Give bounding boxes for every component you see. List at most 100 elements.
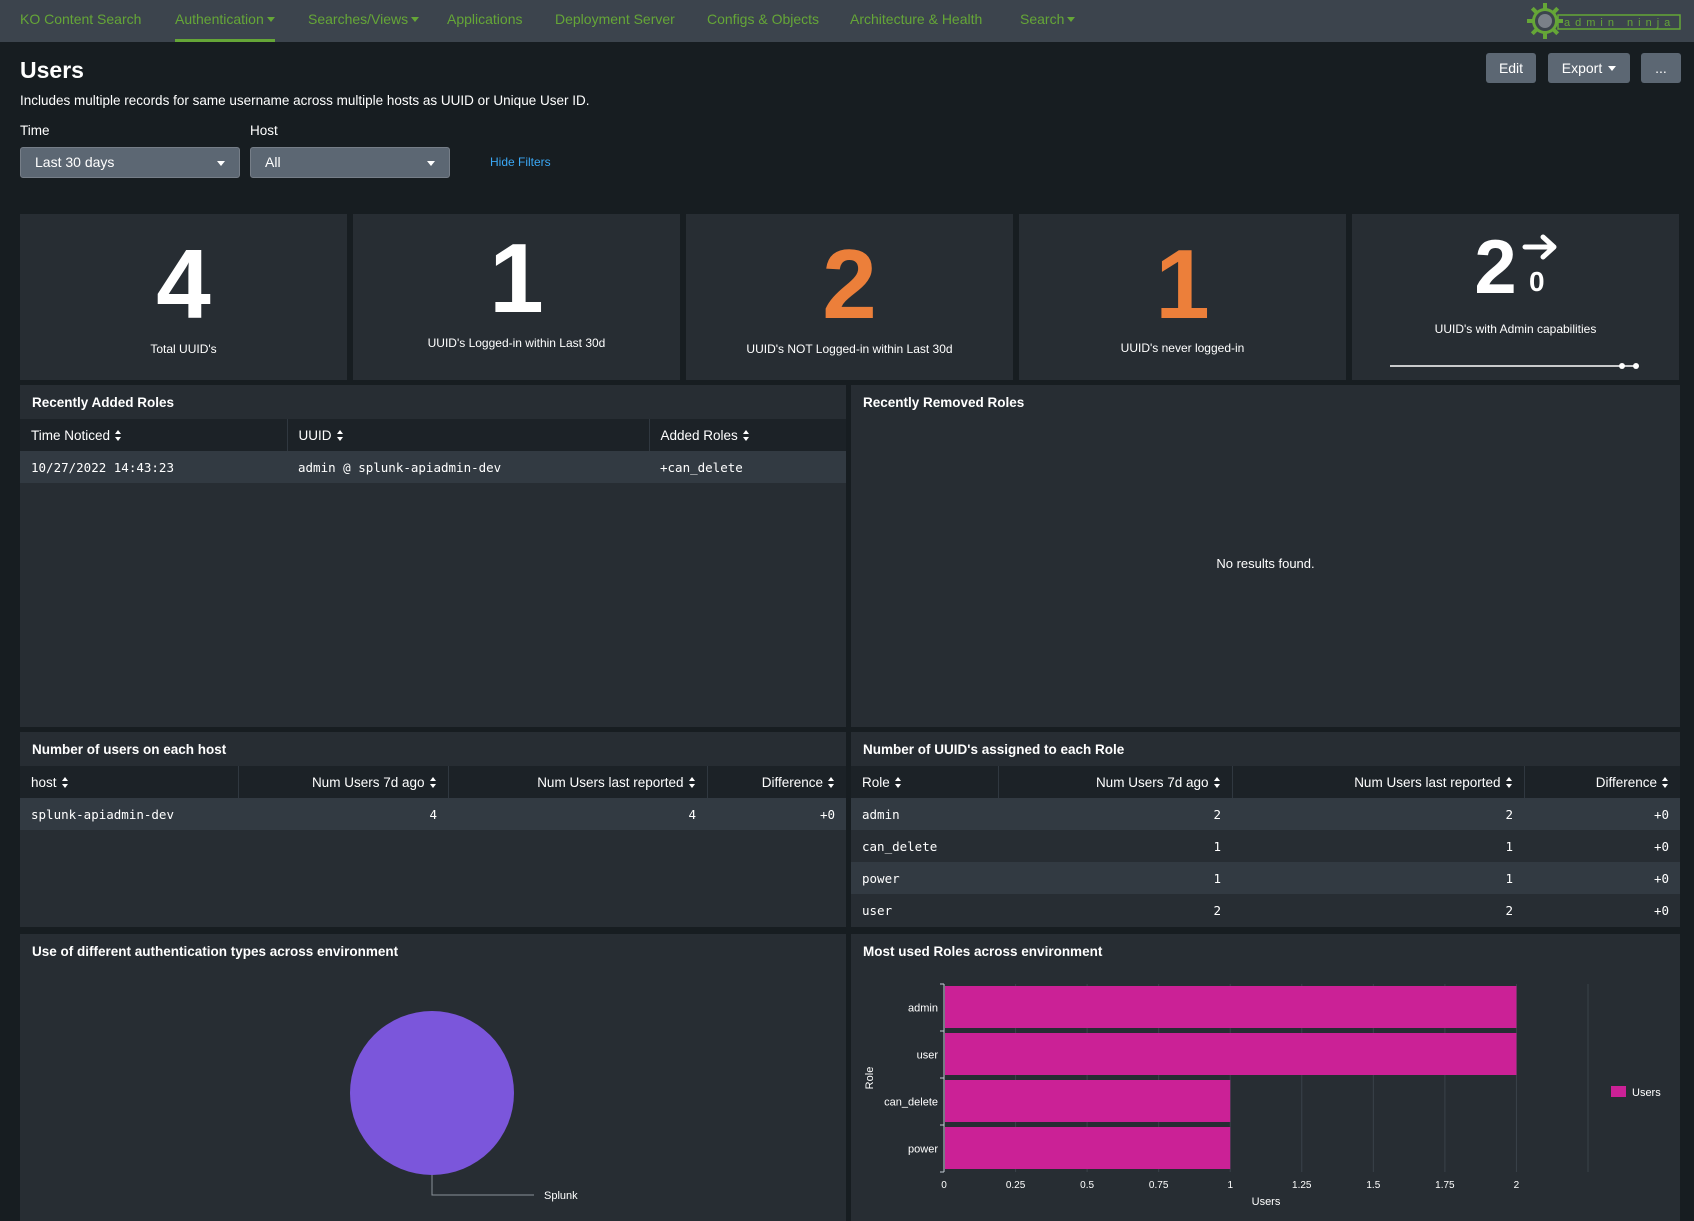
recently-added-roles-panel: Recently Added Roles Time Noticed UUID A…: [20, 385, 846, 727]
export-button[interactable]: Export: [1548, 53, 1630, 83]
nav-deployment-server[interactable]: Deployment Server: [555, 11, 675, 27]
column-header-time-noticed[interactable]: Time Noticed: [20, 419, 287, 451]
pie-slice: [350, 1011, 514, 1175]
bar-can_delete: [945, 1080, 1231, 1122]
column-header-num-users-7d-ago[interactable]: Num Users 7d ago: [997, 766, 1232, 798]
table-cell: 4: [448, 798, 707, 830]
x-tick-label: 0.75: [1149, 1180, 1169, 1191]
auth-types-pie-chart: Splunk: [350, 1011, 578, 1202]
single-value-label: UUID's with Admin capabilities: [1434, 322, 1597, 336]
top-nav: KO Content Search Authentication Searche…: [0, 0, 1694, 42]
nav-applications[interactable]: Applications: [447, 11, 523, 27]
uuids-per-role-panel: Number of UUID's assigned to each Role R…: [851, 732, 1680, 927]
single-value-number: 4: [156, 229, 211, 339]
column-header-added-roles[interactable]: Added Roles: [648, 419, 846, 451]
column-header-difference[interactable]: Difference: [1523, 766, 1680, 798]
hide-filters-link[interactable]: Hide Filters: [490, 155, 551, 169]
single-value-never-logged-in: 1 UUID's never logged-in: [1019, 214, 1346, 380]
sort-icon: [828, 776, 835, 788]
nav-architecture-health[interactable]: Architecture & Health: [850, 11, 983, 27]
chevron-down-icon: [427, 161, 435, 166]
single-value-number: 2: [822, 229, 877, 339]
table-row[interactable]: user 2 2 +0: [851, 894, 1680, 926]
nav-ko-content-search[interactable]: KO Content Search: [20, 11, 142, 27]
table-row[interactable]: splunk-apiadmin-dev 4 4 +0: [20, 798, 846, 830]
table-cell: power: [851, 862, 998, 894]
single-value-label: UUID's Logged-in within Last 30d: [427, 336, 606, 350]
panel-title: Number of users on each host: [32, 742, 227, 757]
nav-searches-views[interactable]: Searches/Views: [308, 0, 420, 42]
column-header-num-users-last-reported[interactable]: Num Users last reported: [447, 766, 707, 798]
edit-button[interactable]: Edit: [1486, 53, 1536, 83]
table-cell: splunk-apiadmin-dev: [20, 798, 238, 830]
single-value-delta: 0: [1529, 266, 1545, 297]
x-tick-label: 0: [941, 1180, 947, 1191]
legend-swatch: [1611, 1086, 1626, 1097]
single-value-number: 1: [489, 223, 544, 333]
table-row[interactable]: can_delete 1 1 +0: [851, 830, 1680, 862]
nav-search[interactable]: Search: [1020, 0, 1076, 42]
trend-right-arrow-icon: [1522, 234, 1557, 260]
table-cell: 2: [1232, 798, 1524, 830]
page-description: Includes multiple records for same usern…: [20, 93, 590, 108]
page-title: Users: [20, 57, 84, 83]
table-cell: +0: [707, 798, 846, 830]
more-button[interactable]: ...: [1641, 53, 1681, 83]
users-per-host-table: host Num Users 7d ago Num Users last rep…: [20, 766, 846, 830]
x-axis-title: Users: [1252, 1196, 1281, 1208]
table-cell: 4: [238, 798, 448, 830]
column-header-role[interactable]: Role: [851, 766, 998, 798]
sort-icon: [894, 776, 902, 788]
column-header-num-users-last-reported[interactable]: Num Users last reported: [1231, 766, 1524, 798]
single-value-number: 2: [1474, 225, 1517, 310]
table-cell: +0: [1524, 862, 1680, 894]
y-tick-label: user: [917, 1050, 939, 1062]
column-header-uuid[interactable]: UUID: [286, 419, 649, 451]
no-results-message: No results found.: [1216, 556, 1315, 571]
table-cell: user: [851, 894, 998, 926]
sort-icon: [115, 429, 122, 441]
single-value-not-logged-in-30d: 2 UUID's NOT Logged-in within Last 30d: [686, 214, 1013, 380]
table-cell: +can_delete: [649, 451, 846, 483]
admin-ninja-logo[interactable]: admin ninja: [1526, 3, 1682, 39]
panel-title: Most used Roles across environment: [863, 944, 1103, 959]
table-cell: 1: [1232, 862, 1524, 894]
chevron-down-icon: [266, 17, 275, 22]
table-cell: 1: [998, 830, 1232, 862]
chevron-down-icon: [217, 161, 225, 166]
roles-panel: Most used Roles across environment admin…: [851, 934, 1680, 1221]
panel-title: Number of UUID's assigned to each Role: [863, 742, 1125, 757]
time-picker[interactable]: Last 30 days: [20, 147, 240, 178]
nav-authentication[interactable]: Authentication: [175, 0, 275, 42]
table-cell: 2: [1232, 894, 1524, 926]
single-value-logged-in-30d: 1 UUID's Logged-in within Last 30d: [353, 214, 680, 380]
x-tick-label: 1.25: [1292, 1180, 1312, 1191]
table-cell: 2: [998, 894, 1232, 926]
sort-icon: [1213, 776, 1221, 788]
sort-icon: [688, 776, 696, 788]
single-value-number: 1: [1155, 229, 1210, 339]
table-cell: can_delete: [851, 830, 998, 862]
host-dropdown[interactable]: All: [250, 147, 450, 178]
column-header-difference[interactable]: Difference: [706, 766, 846, 798]
table-cell: 1: [998, 862, 1232, 894]
single-value-admin-capabilities: 2 0 UUID's with Admin capabilities: [1352, 214, 1679, 380]
column-header-host[interactable]: host: [20, 766, 238, 798]
table-row[interactable]: power 1 1 +0: [851, 862, 1680, 894]
table-row[interactable]: 10/27/2022 14:43:23 admin @ splunk-apiad…: [20, 451, 846, 483]
sort-icon: [742, 429, 750, 441]
nav-configs-objects[interactable]: Configs & Objects: [707, 11, 820, 27]
table-cell: +0: [1524, 894, 1680, 926]
x-tick-label: 1: [1227, 1180, 1233, 1191]
bar-power: [945, 1127, 1231, 1169]
panel-title: Use of different authentication types ac…: [32, 944, 399, 959]
table-row[interactable]: admin 2 2 +0: [851, 798, 1680, 830]
column-header-num-users-7d-ago[interactable]: Num Users 7d ago: [237, 766, 448, 798]
table-cell: 1: [1232, 830, 1524, 862]
x-tick-label: 0.5: [1080, 1180, 1094, 1191]
chevron-down-icon: [411, 17, 420, 22]
bar-admin: [945, 986, 1517, 1028]
panel-title: Recently Added Roles: [32, 395, 175, 410]
single-value-label: UUID's never logged-in: [1120, 341, 1245, 355]
y-tick-label: can_delete: [884, 1097, 938, 1109]
